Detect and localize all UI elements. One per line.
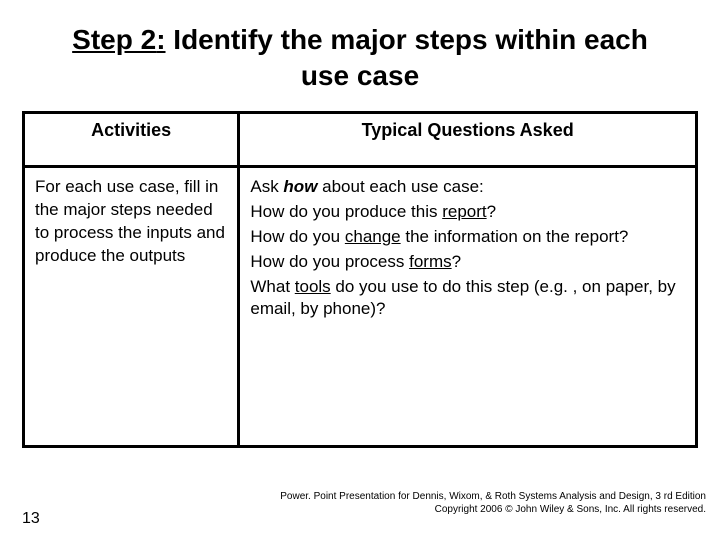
- title-prefix: Step 2: [72, 24, 156, 55]
- q3-b: the information on the report?: [401, 227, 629, 246]
- q4-b: ?: [452, 252, 461, 271]
- header-questions: Typical Questions Asked: [239, 112, 697, 166]
- q1-how: how: [283, 177, 317, 196]
- title-colon: :: [156, 24, 165, 55]
- questions-cell: Ask how about each use case: How do you …: [239, 166, 697, 446]
- q4-u: forms: [409, 252, 452, 271]
- title-rest: Identify the major steps within each use…: [166, 24, 648, 91]
- question-line-3: How do you change the information on the…: [250, 226, 685, 249]
- q2-u: report: [442, 202, 486, 221]
- question-line-4: How do you process forms?: [250, 251, 685, 274]
- q1-b: about each use case:: [317, 177, 483, 196]
- question-line-1: Ask how about each use case:: [250, 176, 685, 199]
- q1-a: Ask: [250, 177, 283, 196]
- table-body-row: For each use case, fill in the major ste…: [24, 166, 697, 446]
- question-line-5: What tools do you use to do this step (e…: [250, 276, 685, 322]
- slide-title: Step 2: Identify the major steps within …: [0, 0, 720, 105]
- activities-cell: For each use case, fill in the major ste…: [24, 166, 239, 446]
- q3-u: change: [345, 227, 401, 246]
- footer-line-1: Power. Point Presentation for Dennis, Wi…: [280, 491, 706, 504]
- q4-a: How do you process: [250, 252, 409, 271]
- question-line-2: How do you produce this report?: [250, 201, 685, 224]
- q2-b: ?: [487, 202, 496, 221]
- q5-a: What: [250, 277, 294, 296]
- q5-u: tools: [295, 277, 331, 296]
- header-activities: Activities: [24, 112, 239, 166]
- content-table: Activities Typical Questions Asked For e…: [22, 111, 698, 448]
- q2-a: How do you produce this: [250, 202, 442, 221]
- footer-line-2: Copyright 2006 © John Wiley & Sons, Inc.…: [280, 504, 706, 517]
- q3-a: How do you: [250, 227, 345, 246]
- page-number: 13: [22, 510, 40, 528]
- footer-credits: Power. Point Presentation for Dennis, Wi…: [280, 491, 706, 516]
- table-header-row: Activities Typical Questions Asked: [24, 112, 697, 166]
